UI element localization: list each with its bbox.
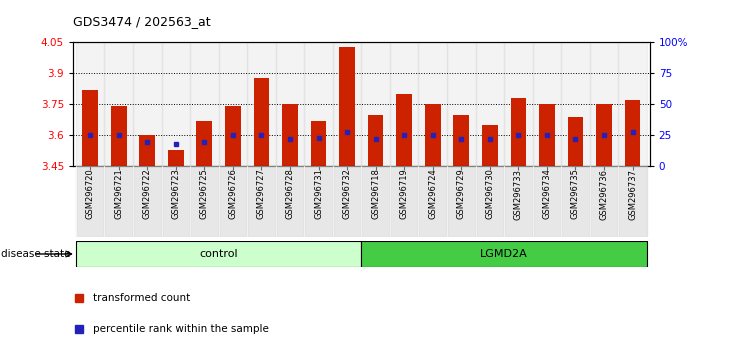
Text: GSM296734: GSM296734 <box>542 169 551 219</box>
Bar <box>561 166 590 237</box>
Text: GSM296731: GSM296731 <box>314 169 323 219</box>
Bar <box>396 94 412 166</box>
Bar <box>76 241 361 267</box>
Bar <box>475 42 504 166</box>
Bar <box>482 125 498 166</box>
Bar <box>76 42 104 166</box>
Bar <box>447 42 475 166</box>
Text: GSM296725: GSM296725 <box>200 169 209 219</box>
Bar <box>504 166 533 237</box>
Bar <box>333 166 361 237</box>
Bar <box>618 166 647 237</box>
Bar <box>590 42 618 166</box>
Bar <box>418 166 447 237</box>
Bar <box>168 150 184 166</box>
Bar <box>304 42 333 166</box>
Bar <box>390 42 418 166</box>
Bar <box>253 78 269 166</box>
Bar <box>133 42 161 166</box>
Bar <box>361 241 647 267</box>
Text: control: control <box>199 249 238 259</box>
Bar <box>247 166 276 237</box>
Bar <box>225 107 241 166</box>
Bar <box>368 115 383 166</box>
Text: disease state: disease state <box>1 249 70 259</box>
Text: GSM296726: GSM296726 <box>228 169 237 219</box>
Bar <box>190 42 218 166</box>
Bar <box>333 42 361 166</box>
Text: GSM296718: GSM296718 <box>371 169 380 219</box>
Text: GSM296724: GSM296724 <box>429 169 437 219</box>
Bar <box>104 42 133 166</box>
Text: GDS3474 / 202563_at: GDS3474 / 202563_at <box>73 15 211 28</box>
Text: GSM296737: GSM296737 <box>628 169 637 219</box>
Bar <box>390 166 418 237</box>
Text: GSM296727: GSM296727 <box>257 169 266 219</box>
Bar <box>533 42 561 166</box>
Bar <box>475 166 504 237</box>
Bar <box>311 121 326 166</box>
Bar <box>339 47 355 166</box>
Text: transformed count: transformed count <box>93 292 191 303</box>
Bar <box>276 166 304 237</box>
Text: GSM296735: GSM296735 <box>571 169 580 219</box>
Bar <box>276 42 304 166</box>
Bar <box>568 117 583 166</box>
Text: GSM296729: GSM296729 <box>457 169 466 219</box>
Bar <box>596 104 612 166</box>
Bar <box>76 166 104 237</box>
Text: GSM296728: GSM296728 <box>285 169 294 219</box>
Bar <box>533 166 561 237</box>
Bar <box>190 166 218 237</box>
Text: GSM296730: GSM296730 <box>485 169 494 219</box>
Bar <box>196 121 212 166</box>
Text: percentile rank within the sample: percentile rank within the sample <box>93 324 269 335</box>
Bar <box>425 104 441 166</box>
Bar <box>447 166 475 237</box>
Text: GSM296722: GSM296722 <box>143 169 152 219</box>
Bar <box>504 42 533 166</box>
Bar <box>161 166 190 237</box>
Text: LGMD2A: LGMD2A <box>480 249 528 259</box>
Text: GSM296723: GSM296723 <box>172 169 180 219</box>
Bar <box>218 166 247 237</box>
Bar <box>361 42 390 166</box>
Bar <box>133 166 161 237</box>
Text: GSM296733: GSM296733 <box>514 169 523 219</box>
Text: GSM296721: GSM296721 <box>114 169 123 219</box>
Text: GSM296719: GSM296719 <box>399 169 409 219</box>
Bar <box>625 100 640 166</box>
Bar <box>590 166 618 237</box>
Bar <box>161 42 190 166</box>
Bar <box>418 42 447 166</box>
Bar <box>139 135 155 166</box>
Text: GSM296720: GSM296720 <box>85 169 95 219</box>
Bar <box>304 166 333 237</box>
Bar <box>561 42 590 166</box>
Bar <box>453 115 469 166</box>
Bar <box>361 166 390 237</box>
Bar <box>111 107 126 166</box>
Bar <box>104 166 133 237</box>
Bar <box>539 104 555 166</box>
Text: GSM296736: GSM296736 <box>599 169 609 219</box>
Bar <box>82 90 98 166</box>
Bar <box>510 98 526 166</box>
Bar <box>618 42 647 166</box>
Bar <box>247 42 276 166</box>
Text: GSM296732: GSM296732 <box>342 169 352 219</box>
Bar <box>218 42 247 166</box>
Bar <box>282 104 298 166</box>
